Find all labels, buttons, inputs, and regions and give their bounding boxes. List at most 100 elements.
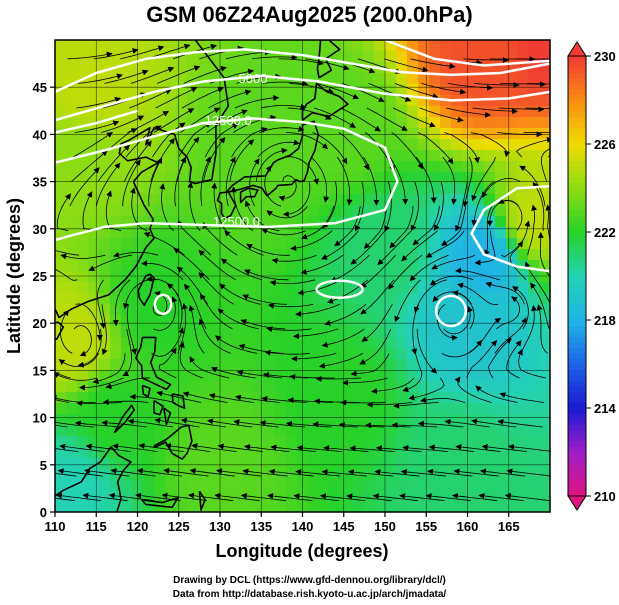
heat-cell	[242, 370, 254, 382]
heat-cell	[264, 106, 276, 118]
heat-cell	[517, 205, 529, 217]
colorbar-segment	[568, 78, 586, 85]
heat-cell	[264, 260, 276, 272]
heat-cell	[264, 84, 276, 96]
heat-cell	[154, 502, 166, 512]
heat-cell	[396, 51, 408, 63]
heat-cell	[264, 425, 276, 437]
streamline	[516, 136, 550, 158]
heat-cell	[88, 414, 100, 426]
heat-cell	[440, 260, 452, 272]
heat-cell	[473, 62, 485, 74]
heat-cell	[506, 293, 518, 305]
heat-cell	[176, 491, 188, 503]
heat-cell	[99, 40, 111, 52]
colorbar-segment	[568, 468, 586, 475]
heat-cell	[495, 458, 507, 470]
heat-cell	[539, 84, 550, 96]
streamline	[400, 468, 447, 477]
heat-cell	[506, 95, 518, 107]
heat-cell	[286, 216, 298, 228]
heat-cell	[143, 304, 155, 316]
streamline	[455, 267, 500, 281]
heat-cell	[473, 326, 485, 338]
heat-cell	[429, 84, 441, 96]
streamline	[157, 65, 201, 84]
heat-cell	[77, 337, 89, 349]
heat-cell	[110, 128, 122, 140]
streamline	[338, 421, 385, 428]
heat-cell	[495, 447, 507, 459]
heat-cell	[286, 128, 298, 140]
streamline	[202, 221, 238, 256]
heat-cell	[363, 348, 375, 360]
heat-cell	[66, 370, 78, 382]
heat-cell	[176, 293, 188, 305]
heat-cell	[363, 117, 375, 129]
heat-cell	[319, 238, 331, 250]
heat-cell	[506, 326, 518, 338]
heat-cell	[209, 205, 221, 217]
streamline	[163, 467, 209, 477]
heat-cell	[517, 359, 529, 371]
heat-cell	[352, 337, 364, 349]
heat-cell	[539, 282, 550, 294]
heat-cell	[495, 425, 507, 437]
heat-cell	[385, 227, 397, 239]
streamline	[312, 421, 358, 428]
heat-cell	[154, 139, 166, 151]
heat-cell	[275, 370, 287, 382]
heat-cell	[407, 40, 419, 52]
heat-cell	[286, 502, 298, 512]
heat-cell	[231, 216, 243, 228]
heat-cell	[396, 359, 408, 371]
heat-cell	[319, 414, 331, 426]
streamline	[545, 204, 550, 243]
heat-cell	[495, 282, 507, 294]
streamline	[525, 107, 550, 110]
heat-cell	[330, 172, 342, 184]
y-tick-label: 25	[33, 269, 47, 284]
heat-cell	[539, 150, 550, 162]
streamline	[93, 48, 139, 60]
heat-cell	[385, 40, 397, 52]
y-tick-label: 20	[33, 316, 47, 331]
heat-cell	[539, 194, 550, 206]
heat-cell	[506, 480, 518, 492]
heat-cell	[418, 84, 430, 96]
heat-cell	[55, 392, 67, 404]
heat-cell	[242, 172, 254, 184]
y-tick-label: 5	[40, 458, 47, 473]
heat-cell	[231, 150, 243, 162]
heat-cell	[66, 117, 78, 129]
heat-cell	[99, 260, 111, 272]
heat-cell	[121, 205, 133, 217]
heat-cell	[341, 271, 353, 283]
heat-cell	[253, 359, 265, 371]
heat-cell	[143, 205, 155, 217]
heat-cell	[374, 282, 386, 294]
heat-cell	[176, 128, 188, 140]
streamline	[391, 422, 438, 429]
heat-cell	[165, 491, 177, 503]
heat-cell	[154, 95, 166, 107]
colorbar-segment	[568, 72, 586, 79]
streamline	[122, 159, 141, 207]
heat-cell	[165, 403, 177, 415]
heat-cell	[66, 447, 78, 459]
streamline	[443, 305, 473, 335]
heat-cell	[165, 381, 177, 393]
streamline	[506, 468, 550, 477]
streamline	[428, 444, 475, 452]
heat-cell	[506, 73, 518, 85]
heat-cell	[209, 491, 221, 503]
heat-cell	[429, 271, 441, 283]
heat-cell	[440, 249, 452, 261]
heat-cell	[231, 436, 243, 448]
heat-cell	[242, 304, 254, 316]
heat-cell	[176, 216, 188, 228]
heat-cell	[539, 436, 550, 448]
heat-cell	[275, 480, 287, 492]
heat-cell	[66, 172, 78, 184]
heat-cell	[176, 95, 188, 107]
